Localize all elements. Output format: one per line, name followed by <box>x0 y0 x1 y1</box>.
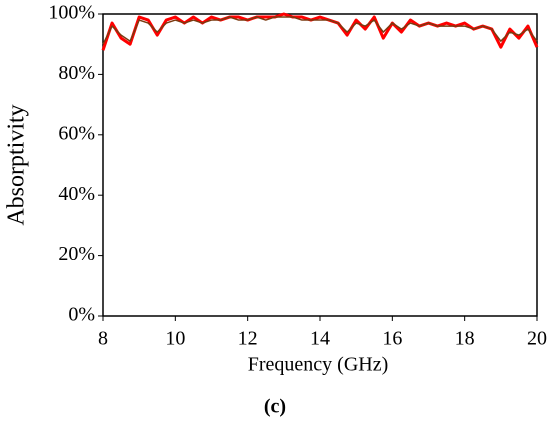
y-tick-label: 100% <box>48 2 95 24</box>
x-tick-label: 14 <box>310 328 330 350</box>
y-tick-label: 80% <box>58 62 95 84</box>
y-tick-label: 40% <box>58 183 95 205</box>
data-line <box>102 16 538 45</box>
y-axis-title: Absorptivity <box>4 104 30 225</box>
x-tick-label: 20 <box>527 328 547 350</box>
x-tick-label: 16 <box>382 328 402 350</box>
x-tick-label: 8 <box>98 328 108 350</box>
x-tick-label: 10 <box>165 328 185 350</box>
x-tick-label: 18 <box>455 328 475 350</box>
y-tick-label: 20% <box>58 243 95 265</box>
y-tick-label: 0% <box>68 304 95 326</box>
x-axis-title: Frequency (GHz) <box>248 354 389 376</box>
x-tick-label: 12 <box>238 328 258 350</box>
data-line <box>101 12 539 51</box>
caption: (c) <box>264 396 286 418</box>
y-tick-label: 60% <box>58 122 95 144</box>
plot-frame <box>102 13 538 317</box>
